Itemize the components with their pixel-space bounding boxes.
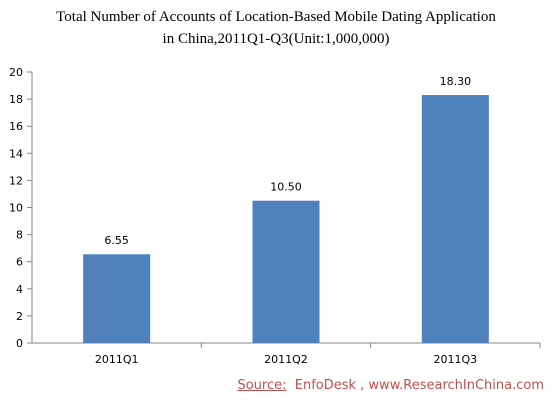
- source-text: EnfoDesk , www.ResearchInChina.com: [294, 378, 544, 393]
- y-tick-label: 8: [16, 229, 23, 242]
- y-tick-label: 2: [16, 310, 23, 323]
- chart-title: Total Number of Accounts of Location-Bas…: [0, 6, 552, 50]
- y-tick-label: 18: [9, 93, 23, 106]
- bar-2011Q2: [252, 200, 320, 343]
- bar-2011Q3: [421, 95, 489, 343]
- y-tick-label: 20: [9, 66, 23, 79]
- y-tick-label: 6: [16, 256, 23, 269]
- data-label-2011Q3: 18.30: [440, 75, 472, 88]
- y-tick-label: 10: [9, 202, 23, 215]
- y-tick-label: 4: [16, 283, 23, 296]
- x-tick-label-2011Q3: 2011Q3: [434, 353, 478, 366]
- x-tick-label-2011Q1: 2011Q1: [95, 353, 139, 366]
- x-tick-label-2011Q2: 2011Q2: [264, 353, 308, 366]
- y-tick-label: 14: [9, 147, 23, 160]
- y-tick-label: 16: [9, 120, 23, 133]
- source-label: Source:: [237, 378, 287, 393]
- data-label-2011Q2: 10.50: [270, 181, 302, 194]
- chart-title-line-2: in China,2011Q1-Q3(Unit:1,000,000): [162, 31, 390, 47]
- y-tick-label: 12: [9, 174, 23, 187]
- bar-2011Q1: [83, 254, 151, 343]
- y-tick-label: 0: [16, 337, 23, 350]
- chart-title-line-1: Total Number of Accounts of Location-Bas…: [56, 9, 496, 25]
- source-note: Source: EnfoDesk , www.ResearchInChina.c…: [237, 378, 544, 393]
- data-label-2011Q1: 6.55: [104, 234, 129, 247]
